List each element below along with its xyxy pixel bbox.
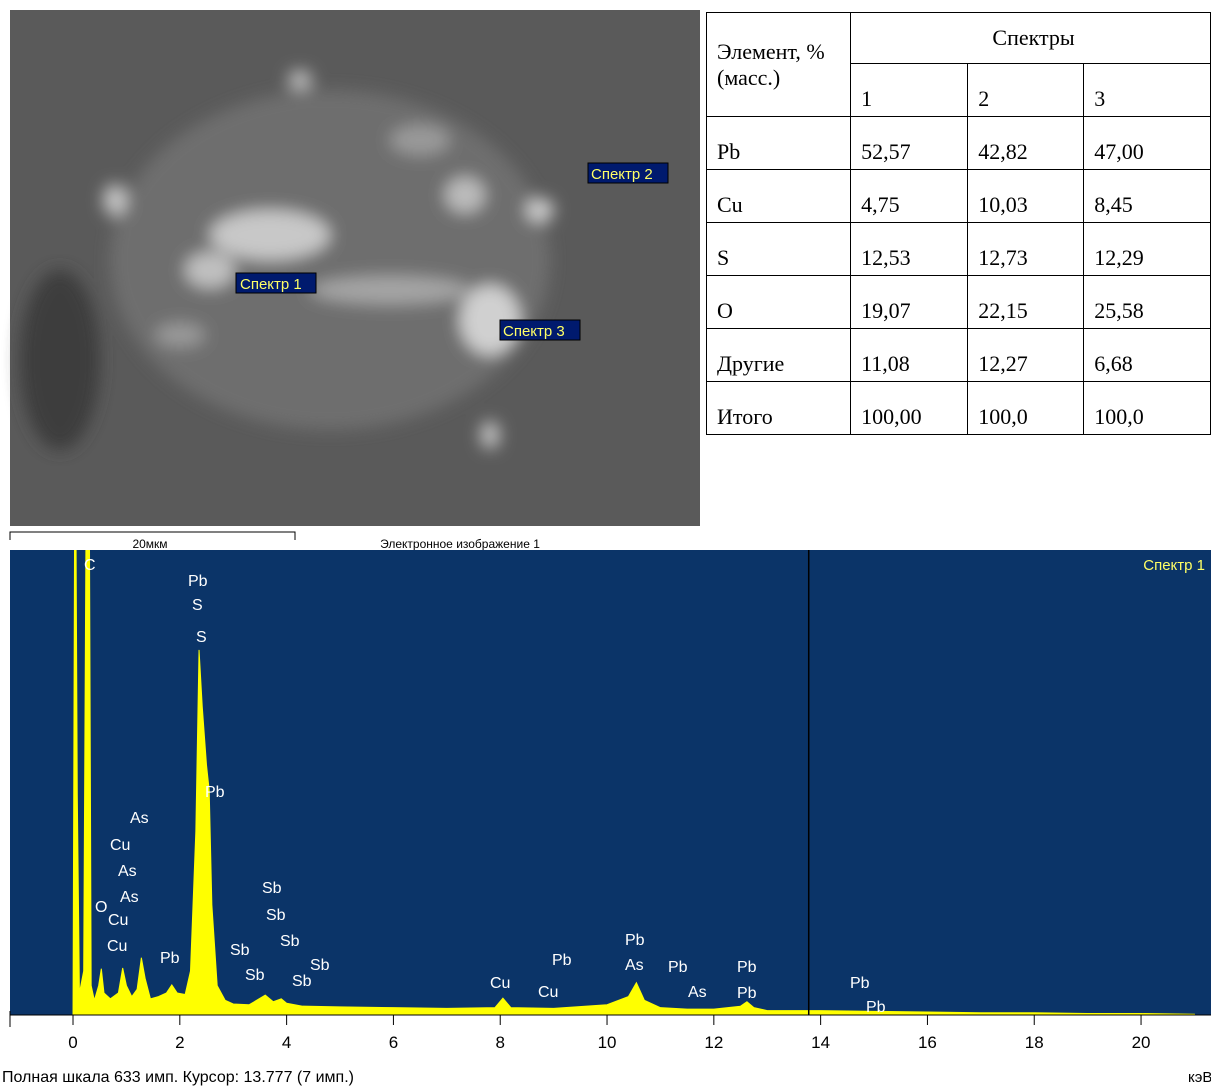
- scale-bar-label: 20мкм: [132, 537, 167, 551]
- value-cell: 6,68: [1083, 328, 1211, 382]
- x-tick-label: 10: [598, 1033, 617, 1052]
- value-cell: 12,53: [850, 222, 969, 276]
- peak-label: Sb: [280, 933, 300, 950]
- element-cell: O: [705, 275, 852, 329]
- value-cell: 100,0: [967, 381, 1085, 435]
- value-cell: 10,03: [967, 169, 1085, 223]
- peak-label: Sb: [262, 880, 282, 897]
- peak-label: Pb: [625, 932, 645, 949]
- value-cell: 19,07: [850, 275, 969, 329]
- element-cell: Другие: [705, 328, 852, 382]
- header-cell: Элемент, % (масс.): [705, 12, 852, 117]
- value-cell: 100,0: [1083, 381, 1211, 435]
- value-cell: 8,45: [1083, 169, 1211, 223]
- peak-label: As: [120, 889, 139, 906]
- x-tick-label: 18: [1025, 1033, 1044, 1052]
- value-cell: 12,73: [967, 222, 1085, 276]
- value-cell: 4,75: [850, 169, 969, 223]
- peak-label: Pb: [160, 950, 180, 967]
- scale-bar: [9, 531, 296, 540]
- x-tick-label: 2: [175, 1033, 184, 1052]
- peak-label: Sb: [292, 973, 312, 990]
- header-cell: Спектры: [850, 12, 1211, 64]
- peak-label: Cu: [108, 912, 128, 929]
- peak-label: Pb: [866, 999, 886, 1016]
- x-tick-label: 8: [495, 1033, 504, 1052]
- legend: Спектр 1: [1143, 557, 1205, 574]
- plot-background: [10, 550, 1211, 1015]
- peak-label: Sb: [310, 957, 330, 974]
- element-cell: Итого: [705, 381, 852, 435]
- peak-label: Sb: [230, 942, 250, 959]
- x-tick-label: 14: [811, 1033, 830, 1052]
- value-cell: 25,58: [1083, 275, 1211, 329]
- peak-label: As: [625, 957, 644, 974]
- peak-label: Pb: [188, 573, 208, 590]
- peak-label: Pb: [737, 985, 757, 1002]
- spectrum-label: Спектр 3: [503, 323, 565, 340]
- peak-label: Cu: [107, 938, 127, 955]
- peak-label: Pb: [552, 952, 572, 969]
- spectrum-chart: Спектр 1CPbSSPbAsCuAsAsOCuCuPbSbSbSbSbSb…: [2, 550, 1211, 1086]
- peak-label: O: [95, 899, 107, 916]
- peak-label: Pb: [850, 975, 870, 992]
- value-cell: 100,00: [850, 381, 969, 435]
- peak-label: Cu: [538, 984, 558, 1001]
- x-tick-label: 6: [389, 1033, 398, 1052]
- x-tick-label: 16: [918, 1033, 937, 1052]
- image-caption: Электронное изображение 1: [380, 537, 540, 551]
- peak-label: S: [192, 597, 203, 614]
- value-cell: 12,27: [967, 328, 1085, 382]
- value-cell: 12,29: [1083, 222, 1211, 276]
- peak-label: S: [196, 629, 207, 646]
- peak-label: Sb: [245, 967, 265, 984]
- spectrum-label: Спектр 2: [591, 166, 653, 183]
- footer: Полная шкала 633 имп. Курсор: 13.777 (7 …: [2, 1069, 354, 1086]
- peak-label: Pb: [737, 959, 757, 976]
- value-cell: 47,00: [1083, 116, 1211, 170]
- peak-label: As: [130, 810, 149, 827]
- element-cell: S: [705, 222, 852, 276]
- element-cell: Cu: [705, 169, 852, 223]
- peak-label: As: [118, 863, 137, 880]
- peak-label: Sb: [266, 907, 286, 924]
- value-cell: 42,82: [967, 116, 1085, 170]
- peak-label: As: [688, 984, 707, 1001]
- peak-label: C: [84, 557, 96, 574]
- value-cell: 52,57: [850, 116, 969, 170]
- electron-image: Спектр 1 Спектр 2 Спектр 3 20мкм Электро…: [9, 10, 700, 551]
- peak-label: Cu: [490, 975, 510, 992]
- spectrum-cell: 3: [1083, 63, 1211, 117]
- x-tick-label: 12: [704, 1033, 723, 1052]
- spectrum-label: Спектр 1: [240, 276, 302, 293]
- composition-table: Элемент, % (масс.) Спектры 1 2 3 Pb 52,57…: [705, 12, 1211, 435]
- spectrum-area: [72, 550, 1195, 1015]
- spectrum-cell: 2: [967, 63, 1085, 117]
- x-tick-label: 0: [68, 1033, 77, 1052]
- plot-area: [72, 550, 1195, 1015]
- peak-label: Pb: [668, 959, 688, 976]
- x-axis-label: кэВ: [1188, 1069, 1211, 1086]
- spectrum-cell: 1: [850, 63, 969, 117]
- x-tick-label: 4: [282, 1033, 291, 1052]
- element-cell: Pb: [705, 116, 852, 170]
- value-cell: 11,08: [850, 328, 969, 382]
- value-cell: 22,15: [967, 275, 1085, 329]
- peak-label: Pb: [205, 784, 225, 801]
- peak-label: Cu: [110, 837, 130, 854]
- x-tick-label: 20: [1132, 1033, 1151, 1052]
